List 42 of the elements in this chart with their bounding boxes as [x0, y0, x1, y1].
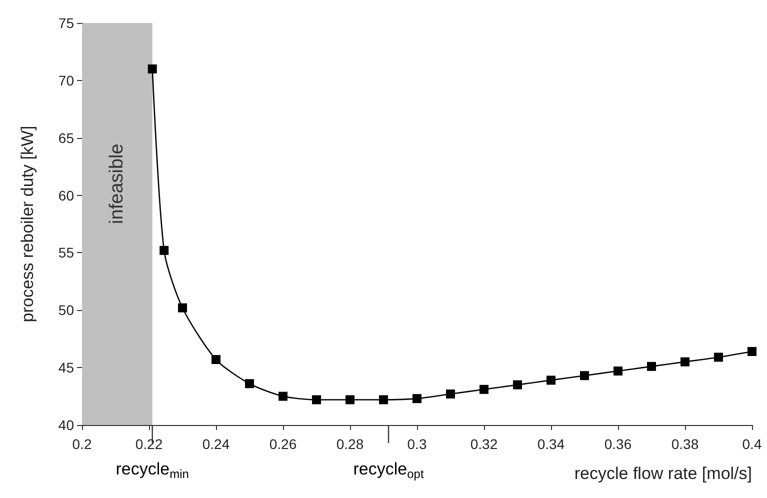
point: [614, 366, 622, 376]
point: [546, 376, 556, 385]
point: [212, 355, 220, 364]
x-tick-label: 0.24: [202, 436, 230, 452]
x-axis-title: recycle flow rate [mol/s]: [574, 464, 752, 483]
x-tick-label: 0.4: [742, 436, 762, 452]
x-tick-label: 0.34: [537, 436, 565, 452]
y-tick-label: 75: [58, 15, 74, 31]
y-tick-label: 65: [58, 130, 74, 146]
x-tick-label: 0.28: [336, 436, 364, 452]
point: [480, 384, 488, 394]
point: [178, 303, 187, 312]
y-axis-title: process reboiler duty [kW]: [18, 126, 37, 322]
point: [346, 395, 354, 404]
x-tick-label: 0.38: [671, 436, 699, 452]
x-tick-label: 0.2: [72, 436, 92, 452]
x-tick-label: 0.36: [604, 436, 632, 452]
x-tick-label: 0.3: [407, 436, 427, 452]
point: [748, 346, 756, 356]
point: [312, 395, 321, 404]
point: [245, 379, 254, 388]
y-tick-label: 40: [58, 417, 74, 433]
point: [580, 371, 589, 380]
y-tick-label: 60: [58, 187, 74, 204]
point: [412, 394, 422, 404]
point: [278, 392, 288, 401]
point: [148, 64, 157, 74]
band-label: infeasible: [106, 144, 128, 224]
point: [647, 362, 656, 371]
y-tick-label: 70: [58, 72, 74, 88]
point: [513, 380, 522, 390]
x-tick-label: 0.32: [470, 436, 498, 452]
point: [446, 389, 455, 398]
y-tick-label: 45: [58, 360, 74, 376]
point: [680, 357, 690, 366]
x-tick-label: 0.26: [269, 436, 297, 452]
point: [379, 395, 388, 404]
y-tick-label: 55: [58, 244, 74, 261]
y-tick-label: 50: [58, 302, 74, 318]
point: [160, 246, 169, 255]
point: [714, 352, 723, 362]
x-tick-label: 0.22: [135, 436, 163, 452]
